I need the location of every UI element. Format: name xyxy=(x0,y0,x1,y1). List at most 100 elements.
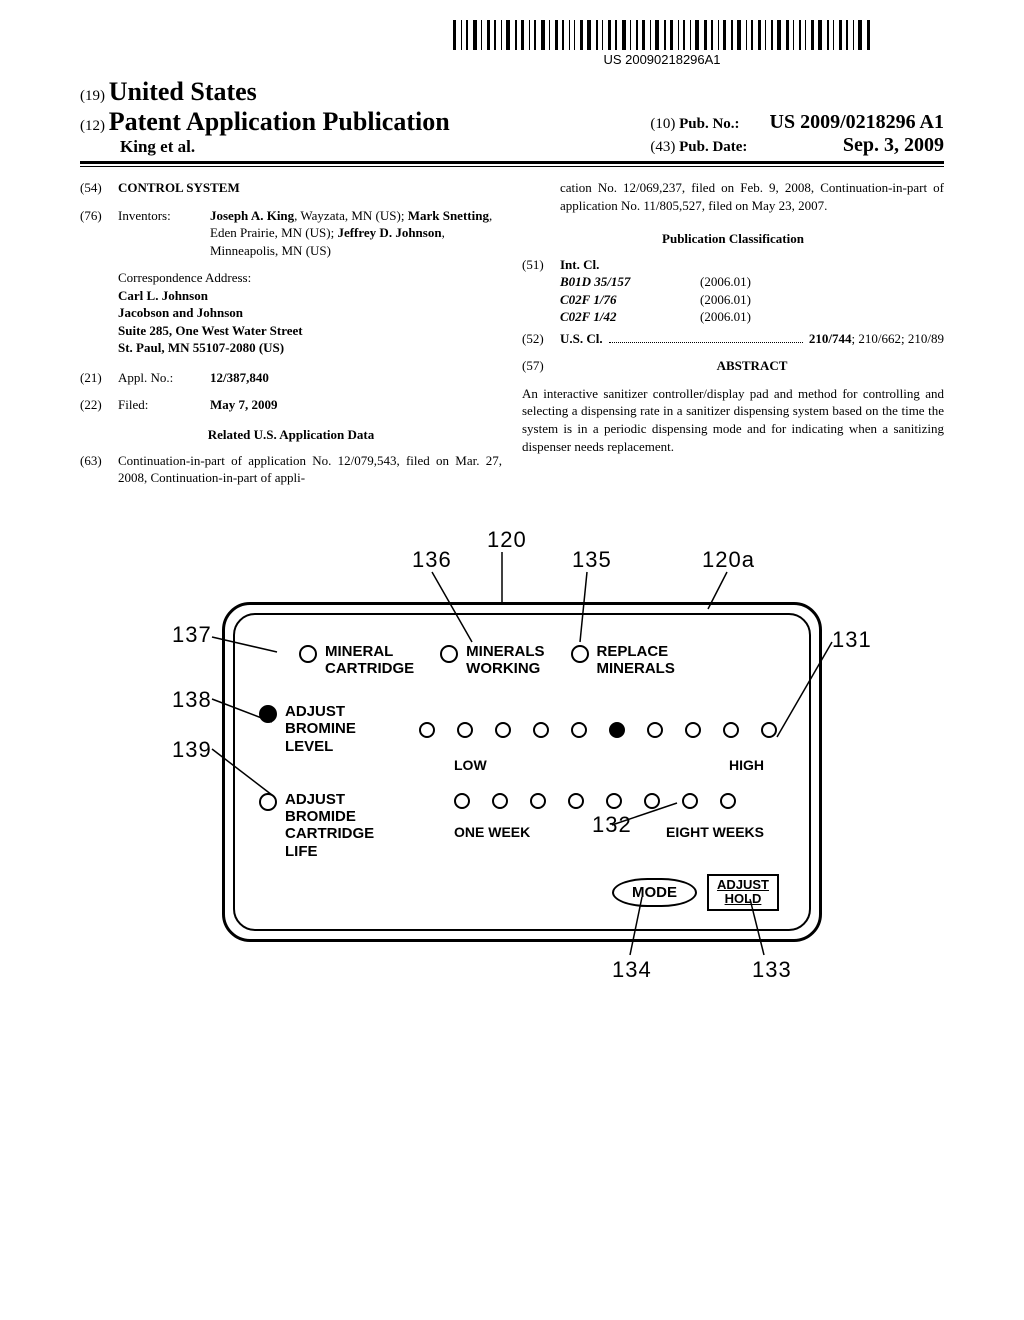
ref-120: 120 xyxy=(487,527,527,553)
pubdate: Sep. 3, 2009 xyxy=(843,134,944,157)
code-51: (51) xyxy=(522,256,560,326)
bromine-level-dots xyxy=(419,720,785,738)
applno: 12/387,840 xyxy=(210,369,502,387)
ref-138: 138 xyxy=(172,687,212,713)
bromine-dot-6 xyxy=(609,722,625,738)
barcode-region: US 20090218296A1 xyxy=(380,20,944,67)
led-mineral-cartridge xyxy=(299,645,317,663)
ref-136: 136 xyxy=(412,547,452,573)
right-column: cation No. 12/069,237, filed on Feb. 9, … xyxy=(522,179,944,497)
pubno-label: Pub. No.: xyxy=(679,116,739,132)
code-19: (19) xyxy=(80,88,105,104)
barcode-text: US 20090218296A1 xyxy=(380,52,944,67)
code-63: (63) xyxy=(80,452,118,487)
icl1-year: (2006.01) xyxy=(700,273,751,291)
bromide-dot-7 xyxy=(682,793,698,809)
bromine-dot-7 xyxy=(647,722,663,738)
bromide-dot-4 xyxy=(568,793,584,809)
label-adjust-bromide: ADJUST BROMIDE CARTRIDGE LIFE xyxy=(285,791,374,860)
ref-137: 137 xyxy=(172,622,212,648)
icl2-code: C02F 1/76 xyxy=(560,291,700,309)
corr-line2: Jacobson and Johnson xyxy=(118,304,502,322)
doc-type: Patent Application Publication xyxy=(109,107,450,136)
label-adjust-bromine: ADJUST BROMINE LEVEL xyxy=(285,703,356,755)
ref-120a: 120a xyxy=(702,547,755,573)
ref-135: 135 xyxy=(572,547,612,573)
pubdate-label: Pub. Date: xyxy=(679,139,747,155)
label-high: HIGH xyxy=(729,757,764,773)
ref-131: 131 xyxy=(832,627,872,653)
pubno: US 2009/0218296 A1 xyxy=(770,111,944,134)
figure: 136 120 135 120a 137 138 139 131 132 134… xyxy=(132,547,892,987)
header: (19) United States (12) Patent Applicati… xyxy=(80,77,944,157)
bromine-dot-1 xyxy=(419,722,435,738)
continuation-text: cation No. 12/069,237, filed on Feb. 9, … xyxy=(560,179,944,214)
ref-134: 134 xyxy=(612,957,652,983)
code-43: (43) xyxy=(650,139,675,155)
led-adjust-bromine xyxy=(259,705,277,723)
authors-line: King et al. xyxy=(120,137,450,157)
pubclass-title: Publication Classification xyxy=(522,230,944,248)
divider-thin xyxy=(80,166,944,167)
bromide-dot-2 xyxy=(492,793,508,809)
abstract-text: An interactive sanitizer controller/disp… xyxy=(522,385,944,455)
bromine-dot-5 xyxy=(571,722,587,738)
bromine-level-row: ADJUST BROMINE LEVEL xyxy=(259,703,785,755)
buttons-row: MODE ADJUST HOLD xyxy=(612,874,779,911)
related-text: Continuation-in-part of application No. … xyxy=(118,452,502,487)
divider-thick xyxy=(80,161,944,164)
abstract-label: ABSTRACT xyxy=(560,357,944,375)
filed-date: May 7, 2009 xyxy=(210,396,502,414)
code-52: (52) xyxy=(522,330,560,348)
led-minerals-working xyxy=(440,645,458,663)
label-replace-minerals: REPLACE MINERALS xyxy=(597,643,675,678)
icl1-code: B01D 35/157 xyxy=(560,273,700,291)
bromine-dot-8 xyxy=(685,722,701,738)
bromide-dot-3 xyxy=(530,793,546,809)
bromide-life-dots xyxy=(454,791,744,809)
bromine-dot-2 xyxy=(457,722,473,738)
code-12: (12) xyxy=(80,118,105,134)
corr-line3: Suite 285, One West Water Street xyxy=(118,322,502,340)
related-title: Related U.S. Application Data xyxy=(80,426,502,444)
icl3-code: C02F 1/42 xyxy=(560,308,700,326)
code-10: (10) xyxy=(650,116,675,132)
code-76: (76) xyxy=(80,207,118,260)
corr-line4: St. Paul, MN 55107-2080 (US) xyxy=(118,339,502,357)
panel-inner: MINERAL CARTRIDGE MINERALS WORKING REPLA… xyxy=(233,613,811,931)
bromide-scale-labels: ONE WEEK EIGHT WEEKS xyxy=(454,824,764,840)
label-minerals-working: MINERALS WORKING xyxy=(466,643,544,678)
bromine-dot-3 xyxy=(495,722,511,738)
icl3-year: (2006.01) xyxy=(700,308,751,326)
code-21: (21) xyxy=(80,369,118,387)
uscl-label: U.S. Cl. xyxy=(560,330,603,348)
bromide-dot-8 xyxy=(720,793,736,809)
label-one-week: ONE WEEK xyxy=(454,824,530,840)
mode-button[interactable]: MODE xyxy=(612,878,697,907)
adjust-hold-button[interactable]: ADJUST HOLD xyxy=(707,874,779,911)
country: United States xyxy=(109,77,257,106)
code-22: (22) xyxy=(80,396,118,414)
icl2-year: (2006.01) xyxy=(700,291,751,309)
label-low: LOW xyxy=(454,757,487,773)
led-replace-minerals xyxy=(571,645,589,663)
corr-line1: Carl L. Johnson xyxy=(118,287,502,305)
ref-133: 133 xyxy=(752,957,792,983)
code-54: (54) xyxy=(80,179,118,197)
inventors: Joseph A. King, Wayzata, MN (US); Mark S… xyxy=(210,207,502,260)
ref-139: 139 xyxy=(172,737,212,763)
corr-label: Correspondence Address: xyxy=(118,269,502,287)
bromine-dot-10 xyxy=(761,722,777,738)
bromide-dot-1 xyxy=(454,793,470,809)
label-eight-weeks: EIGHT WEEKS xyxy=(666,824,764,840)
label-mineral-cartridge: MINERAL CARTRIDGE xyxy=(325,643,414,678)
bibliographic-columns: (54) CONTROL SYSTEM (76) Inventors: Jose… xyxy=(80,179,944,497)
uscl-value: 210/744; 210/662; 210/89 xyxy=(809,330,944,348)
intcl-label: Int. Cl. xyxy=(560,256,944,274)
bromide-dot-6 xyxy=(644,793,660,809)
led-adjust-bromide xyxy=(259,793,277,811)
inventors-label: Inventors: xyxy=(118,207,210,260)
invention-title: CONTROL SYSTEM xyxy=(118,179,502,197)
dotted-leader xyxy=(609,333,803,343)
bromine-scale-labels: LOW HIGH xyxy=(454,757,764,773)
